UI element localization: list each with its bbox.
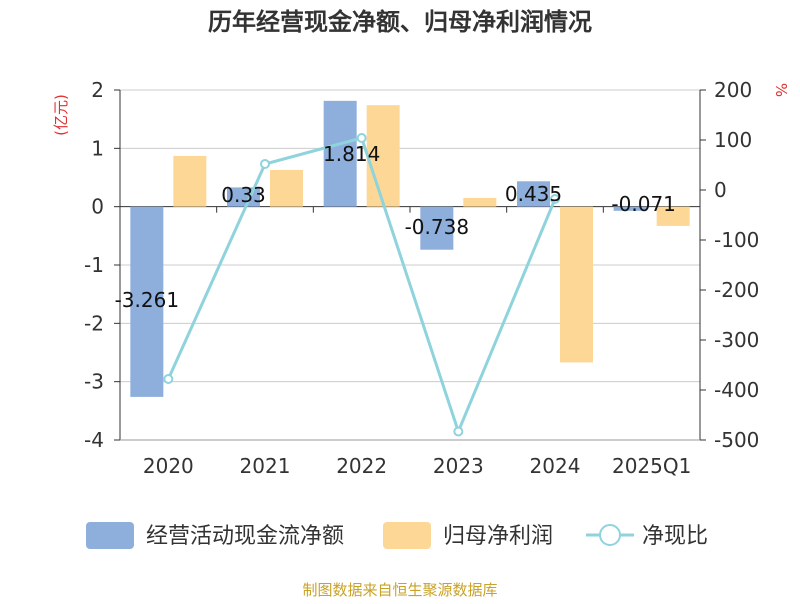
y-left-tick-label: 2 xyxy=(91,78,104,102)
line-series xyxy=(163,133,560,437)
legend-net-profit-item: 归母净利润 xyxy=(383,522,553,549)
cashflow-data-label: 1.814 xyxy=(323,142,380,166)
net-profit-bar xyxy=(656,206,690,226)
cash-ratio-point xyxy=(550,194,560,204)
y-right-tick-label: 200 xyxy=(714,78,752,102)
cashflow-bar xyxy=(517,181,550,207)
cashflow-bar xyxy=(613,206,647,211)
y-left-tick-label: 1 xyxy=(91,136,104,160)
net-profit-bar xyxy=(463,197,497,207)
cashflow-data-label: -0.738 xyxy=(405,215,469,239)
cashflow-data-label: 0.33 xyxy=(221,183,266,207)
cashflow-data-label: -0.071 xyxy=(611,192,675,216)
y-left-axis-label: (亿元) xyxy=(52,94,70,136)
axes: 2 1 0 -1 -2 -3 -4 200 100 0 -100 -200 -300 -400 -500 20… xyxy=(84,78,759,478)
y-right-tick-label: -300 xyxy=(714,328,759,352)
y-left-tick-label: -3 xyxy=(84,370,104,394)
cashflow-bar xyxy=(130,206,164,397)
y-left-tick-label: -2 xyxy=(84,311,104,335)
y-left-tick-label: -4 xyxy=(84,428,104,452)
y-right-tick-label: -200 xyxy=(714,278,759,302)
net-profit-bar xyxy=(270,169,303,207)
x-tick-label: 2021 xyxy=(240,454,291,478)
legend-cashflow-swatch xyxy=(86,522,134,549)
net-profit-bar xyxy=(366,105,400,207)
cash-ratio-point xyxy=(356,133,367,143)
y-right-axis-label: % xyxy=(772,83,790,97)
gridlines xyxy=(120,89,700,441)
legend-net-profit-swatch xyxy=(383,522,431,549)
legend-cashflow-item: 经营活动现金流净额 xyxy=(86,522,344,549)
y-right-tick-label: 0 xyxy=(714,178,727,202)
y-right-tick-label: 100 xyxy=(714,128,752,152)
y-left-tick-label: -1 xyxy=(84,253,104,277)
legend-net-profit-label: 归母净利润 xyxy=(443,524,553,549)
x-tick-label: 2022 xyxy=(336,454,387,478)
x-tick-label: 2020 xyxy=(143,454,194,478)
cashflow-bar xyxy=(323,100,357,207)
legend-cash-ratio-swatch-marker xyxy=(599,524,621,546)
net-profit-bar xyxy=(173,155,207,207)
chart-title: 历年经营现金净额、归母净利润情况 xyxy=(208,8,592,36)
cashflow-bar xyxy=(420,206,454,250)
legend-cash-ratio-item: 净现比 xyxy=(586,524,708,549)
source-footer: 制图数据来自恒生聚源数据库 xyxy=(302,581,497,599)
legend: 经营活动现金流净额 归母净利润 净现比 xyxy=(86,522,708,549)
cash-ratio-point xyxy=(453,426,464,437)
y-right-tick-label: -500 xyxy=(714,428,759,452)
legend-cashflow-label: 经营活动现金流净额 xyxy=(146,524,344,549)
y-right-tick-label: -100 xyxy=(714,228,759,252)
x-tick-label: 2023 xyxy=(433,454,484,478)
legend-cash-ratio-label: 净现比 xyxy=(642,524,708,549)
cash-ratio-point xyxy=(163,374,174,384)
data-labels: -3.261 0.33 1.814 -0.738 0.435 -0.071 xyxy=(115,142,676,312)
y-left-tick-label: 0 xyxy=(91,195,104,219)
net-profit-bar xyxy=(560,206,593,363)
cashflow-data-label: -3.261 xyxy=(115,288,179,312)
bar-series xyxy=(130,100,690,397)
cash-ratio-point xyxy=(260,159,270,169)
y-right-tick-label: -400 xyxy=(714,378,759,402)
x-tick-label: 2024 xyxy=(530,454,581,478)
x-tick-label: 2025Q1 xyxy=(612,454,691,478)
cashflow-data-label: 0.435 xyxy=(505,182,562,206)
